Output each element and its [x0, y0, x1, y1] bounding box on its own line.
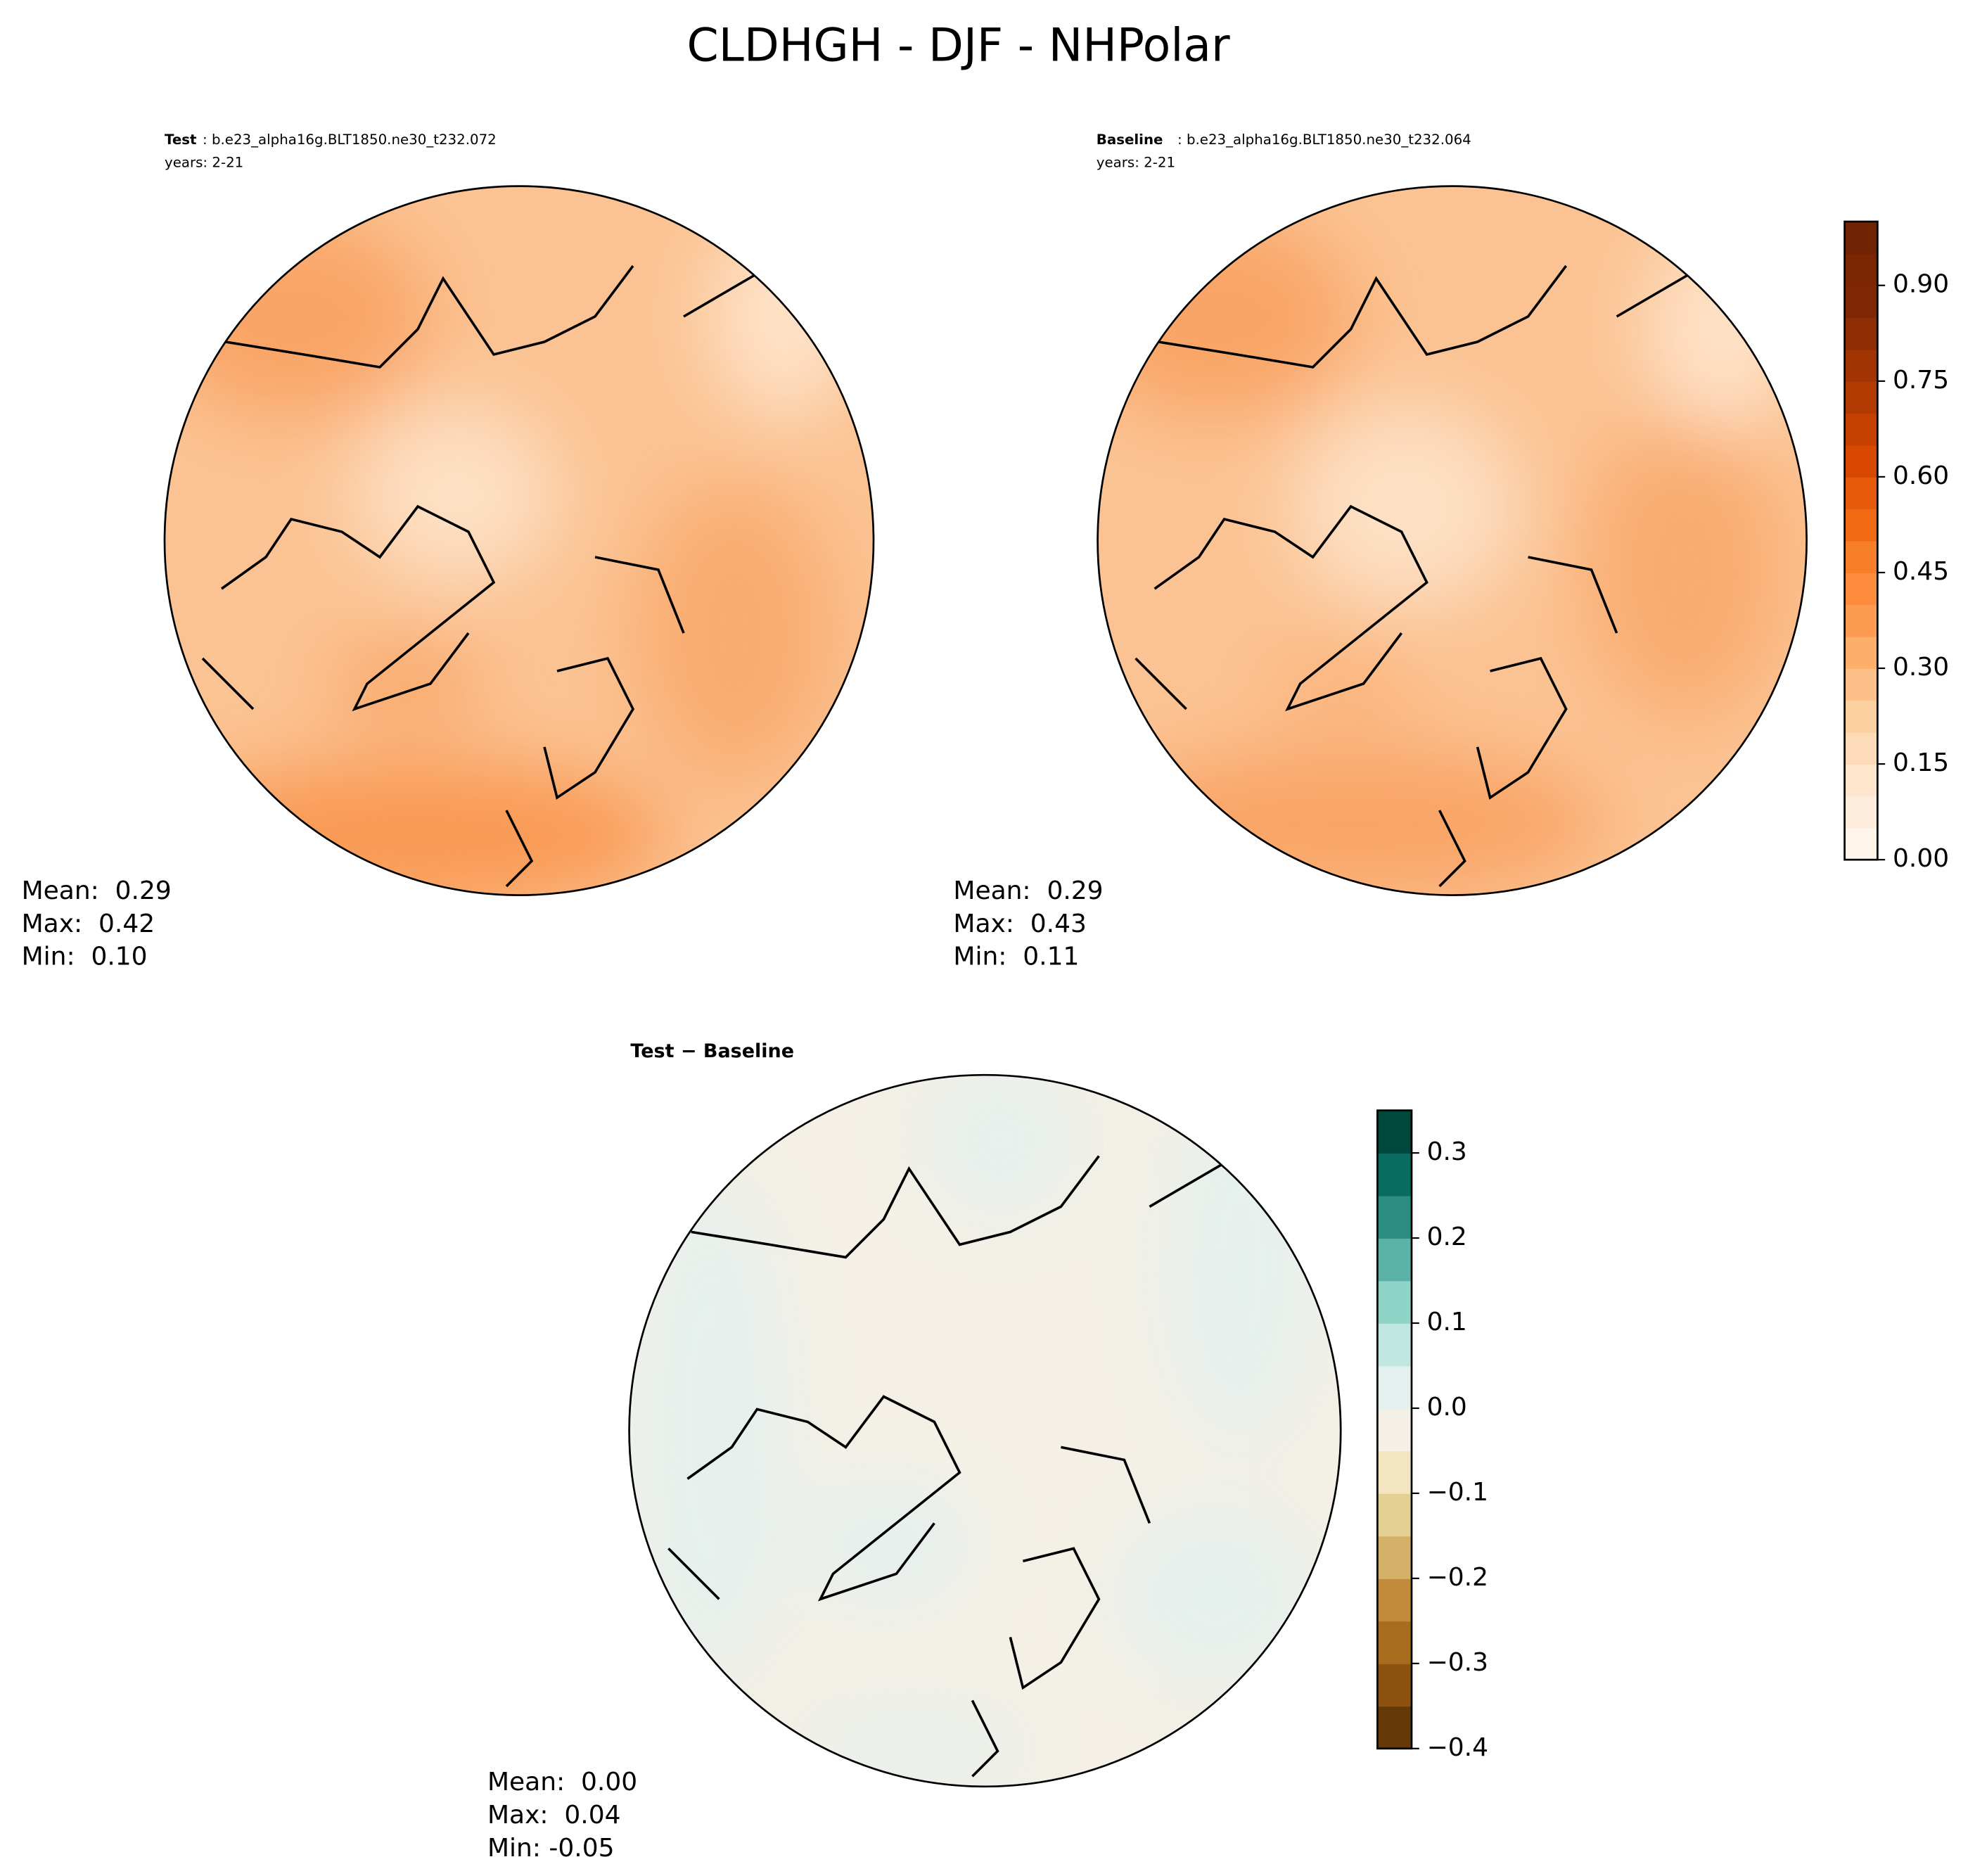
- colorbar-band: [1844, 445, 1878, 478]
- colorbar-band: [1844, 413, 1878, 446]
- colorbar-band: [1844, 381, 1878, 414]
- map-border: [163, 185, 875, 896]
- colorbar-band: [1377, 1493, 1412, 1537]
- colorbar-band: [1844, 604, 1878, 637]
- colorbar-band: [1844, 317, 1878, 350]
- colorbar-band: [1844, 253, 1878, 286]
- coastlines: [1134, 264, 1694, 888]
- colorbar-tick-label: 0.90: [1893, 270, 1949, 299]
- colorbar-band: [1377, 1706, 1412, 1749]
- colorbar-band: [1377, 1280, 1412, 1324]
- colorbar-tick-label: 0.00: [1893, 844, 1949, 873]
- stat: Min: -0.05: [487, 1834, 615, 1863]
- colorbar-tick-label: −0.2: [1427, 1563, 1488, 1592]
- panel-label: Test − Baseline: [630, 1040, 794, 1062]
- colorbar-tick-label: 0.3: [1427, 1137, 1467, 1166]
- coastlines: [201, 264, 760, 888]
- colorbar-band: [1377, 1450, 1412, 1494]
- colorbar-tick-label: 0.45: [1893, 557, 1949, 586]
- coastlines: [667, 1155, 1227, 1778]
- panel-case: : b.e23_alpha16g.BLT1850.ne30_t232.064: [1177, 132, 1471, 148]
- colorbar-band: [1377, 1195, 1412, 1239]
- map: [1097, 186, 1807, 895]
- colorbar-tick-label: −0.3: [1427, 1648, 1488, 1677]
- colorbar-band: [1377, 1578, 1412, 1622]
- colorbar-band: [1844, 285, 1878, 318]
- colorbar-band: [1844, 509, 1878, 542]
- colorbar-band: [1377, 1110, 1412, 1154]
- colorbar-band: [1844, 572, 1878, 606]
- panel-years: years: 2-21: [1097, 155, 1175, 171]
- colorbar-band: [1377, 1365, 1412, 1409]
- colorbar-band: [1377, 1663, 1412, 1707]
- stat: Mean: 0.29: [953, 876, 1103, 905]
- stat: Max: 0.04: [487, 1801, 621, 1830]
- panel-years: years: 2-21: [165, 155, 243, 171]
- colorbar-band: [1377, 1621, 1412, 1664]
- map: [165, 186, 874, 895]
- colorbar-band: [1377, 1322, 1412, 1367]
- panel-label: Baseline: [1097, 132, 1163, 148]
- colorbar-frame: [1376, 1109, 1413, 1750]
- colorbar-band: [1844, 732, 1878, 765]
- colorbar-band: [1844, 796, 1878, 829]
- map-border: [1097, 185, 1808, 896]
- stat: Mean: 0.00: [487, 1768, 637, 1797]
- colorbar-tick-label: 0.2: [1427, 1223, 1467, 1251]
- colorbar-band: [1844, 476, 1878, 510]
- colorbar-band: [1844, 700, 1878, 733]
- colorbar-tick-label: 0.30: [1893, 653, 1949, 682]
- colorbar-tick-label: 0.75: [1893, 366, 1949, 395]
- colorbar-band: [1844, 349, 1878, 382]
- colorbar-tick-label: 0.0: [1427, 1393, 1467, 1422]
- colorbar-tick-label: −0.1: [1427, 1478, 1488, 1507]
- colorbar-band: [1377, 1238, 1412, 1282]
- colorbar-band: [1844, 540, 1878, 573]
- panel-case: : b.e23_alpha16g.BLT1850.ne30_t232.072: [203, 132, 497, 148]
- colorbar-band: [1844, 668, 1878, 701]
- colorbar-tick-label: 0.15: [1893, 748, 1949, 777]
- colorbar-band: [1377, 1536, 1412, 1579]
- stat: Min: 0.11: [953, 943, 1079, 971]
- colorbar-band: [1844, 764, 1878, 797]
- map-border: [628, 1073, 1342, 1788]
- colorbar-band: [1377, 1153, 1412, 1197]
- figure-title: CLDHGH - DJF - NHPolar: [687, 19, 1230, 72]
- colorbar-tick-label: −0.4: [1427, 1733, 1488, 1762]
- colorbar-frame: [1843, 220, 1879, 861]
- colorbar-band: [1844, 636, 1878, 669]
- stat: Max: 0.43: [953, 910, 1087, 938]
- stat: Max: 0.42: [22, 910, 155, 938]
- panel-label: Test: [165, 132, 197, 148]
- colorbar-tick-label: 0.60: [1893, 461, 1949, 490]
- colorbar-band: [1377, 1408, 1412, 1452]
- map: [629, 1075, 1341, 1787]
- stat: Min: 0.10: [22, 943, 148, 971]
- colorbar-tick-label: 0.1: [1427, 1308, 1467, 1336]
- stat: Mean: 0.29: [22, 876, 172, 905]
- colorbar-band: [1844, 827, 1878, 861]
- colorbar-band: [1844, 221, 1878, 255]
